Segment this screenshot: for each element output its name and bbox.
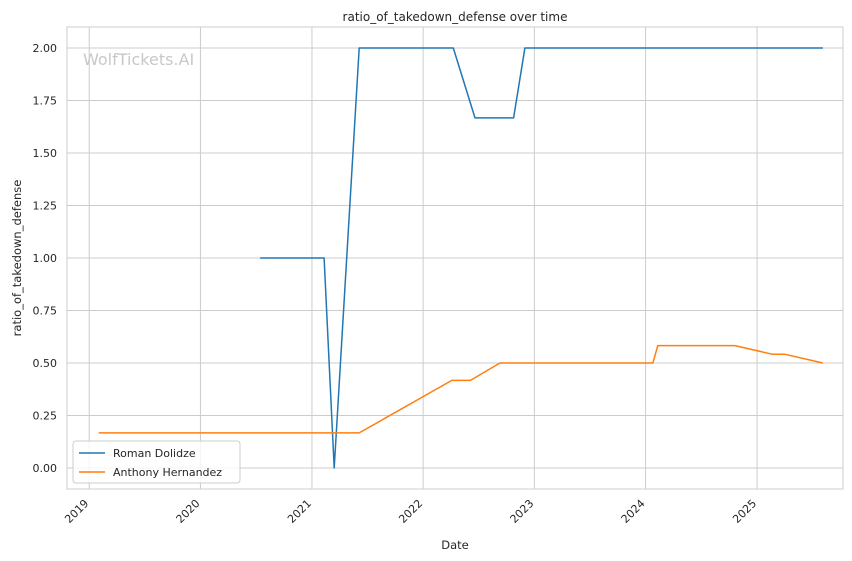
y-tick-label-0-25: 0.25	[33, 410, 58, 423]
y-tick-label-1-50: 1.50	[33, 147, 58, 160]
y-tick-label-1-00: 1.00	[33, 252, 58, 265]
y-tick-label-1-25: 1.25	[33, 200, 58, 213]
y-tick-label-0-50: 0.50	[33, 357, 58, 370]
series-line-roman-dolidze	[260, 47, 823, 469]
legend-label-roman-dolidze: Roman Dolidze	[113, 447, 196, 460]
plot-frame	[66, 26, 844, 490]
chart-title: ratio_of_takedown_defense over time	[343, 10, 568, 24]
watermark: WolfTickets.AI	[83, 50, 194, 69]
legend: Roman Dolidze Anthony Hernandez	[72, 440, 241, 484]
y-tick-label-1-75: 1.75	[33, 95, 58, 108]
y-tick-label-0-75: 0.75	[33, 305, 58, 318]
legend-label-anthony-hernandez: Anthony Hernandez	[113, 466, 222, 479]
series-layer	[98, 47, 824, 469]
y-tick-labels: 0.00 0.25 0.50 0.75 1.00 1.25 1.50 1.75 2.00	[33, 42, 58, 475]
y-axis-label: ratio_of_takedown_defense	[10, 180, 24, 337]
series-line-anthony-hernandez	[98, 344, 824, 434]
legend-box	[72, 440, 241, 484]
y-tick-label-0-00: 0.00	[33, 462, 58, 475]
x-axis-label: Date	[441, 538, 469, 552]
y-tick-label-2-00: 2.00	[33, 42, 58, 55]
